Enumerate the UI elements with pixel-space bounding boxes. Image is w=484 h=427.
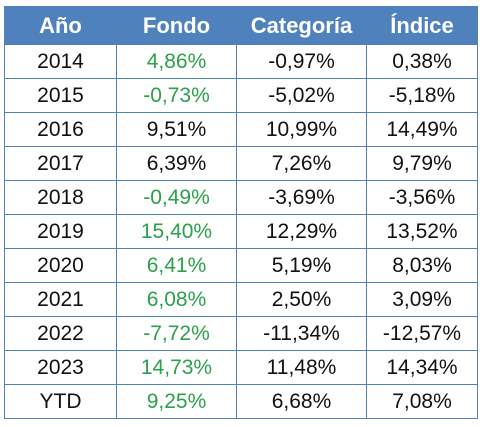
cell-year: 2020 (4, 248, 117, 283)
header-row: Año Fondo Categoría Índice (4, 6, 478, 45)
cell-indice: 14,49% (366, 112, 478, 147)
table-row: 2019 15,40% 12,29% 13,52% (4, 214, 478, 249)
table-row: 2016 9,51% 10,99% 14,49% (4, 112, 478, 147)
table-row: 2017 6,39% 7,26% 9,79% (4, 146, 478, 181)
cell-categoria: 5,19% (236, 248, 367, 283)
cell-year: 2014 (4, 44, 117, 79)
cell-categoria: 7,26% (236, 146, 367, 181)
table-row: 2023 14,73% 11,48% 14,34% (4, 350, 478, 385)
cell-categoria: -5,02% (236, 78, 367, 113)
cell-categoria: 12,29% (236, 214, 367, 249)
table-body: 2014 4,86% -0,97% 0,38% 2015 -0,73% -5,0… (4, 44, 478, 419)
cell-categoria: -0,97% (236, 44, 367, 79)
cell-fondo: 15,40% (116, 214, 237, 249)
cell-year: 2022 (4, 316, 117, 351)
cell-indice: 3,09% (366, 282, 478, 317)
cell-fondo: -0,73% (116, 78, 237, 113)
cell-categoria: 6,68% (236, 384, 367, 419)
cell-fondo: 14,73% (116, 350, 237, 385)
cell-fondo: 9,25% (116, 384, 237, 419)
cell-year: 2018 (4, 180, 117, 215)
cell-year: 2015 (4, 78, 117, 113)
header-categoria: Categoría (236, 6, 367, 45)
cell-year: 2021 (4, 282, 117, 317)
table-row: 2020 6,41% 5,19% 8,03% (4, 248, 478, 283)
cell-indice: -3,56% (366, 180, 478, 215)
header-fondo: Fondo (116, 6, 237, 45)
cell-indice: 14,34% (366, 350, 478, 385)
cell-fondo: 9,51% (116, 112, 237, 147)
cell-indice: 9,79% (366, 146, 478, 181)
header-indice: Índice (366, 6, 478, 45)
cell-categoria: 11,48% (236, 350, 367, 385)
cell-indice: 13,52% (366, 214, 478, 249)
cell-fondo: 6,39% (116, 146, 237, 181)
cell-categoria: -3,69% (236, 180, 367, 215)
cell-indice: -5,18% (366, 78, 478, 113)
cell-year: YTD (4, 384, 117, 419)
table-row: 2015 -0,73% -5,02% -5,18% (4, 78, 478, 113)
cell-year: 2016 (4, 112, 117, 147)
cell-indice: 0,38% (366, 44, 478, 79)
cell-fondo: 4,86% (116, 44, 237, 79)
cell-fondo: -0,49% (116, 180, 237, 215)
cell-indice: 8,03% (366, 248, 478, 283)
cell-indice: -12,57% (366, 316, 478, 351)
table-header: Año Fondo Categoría Índice (4, 6, 478, 45)
cell-fondo: 6,41% (116, 248, 237, 283)
table-row: 2022 -7,72% -11,34% -12,57% (4, 316, 478, 351)
table-row: 2014 4,86% -0,97% 0,38% (4, 44, 478, 79)
returns-table-container: Año Fondo Categoría Índice 2014 4,86% -0… (4, 6, 478, 419)
cell-categoria: 10,99% (236, 112, 367, 147)
table-row: 2021 6,08% 2,50% 3,09% (4, 282, 478, 317)
cell-year: 2023 (4, 350, 117, 385)
cell-indice: 7,08% (366, 384, 478, 419)
cell-categoria: 2,50% (236, 282, 367, 317)
header-year: Año (4, 6, 117, 45)
table-row: 2018 -0,49% -3,69% -3,56% (4, 180, 478, 215)
cell-categoria: -11,34% (236, 316, 367, 351)
cell-year: 2019 (4, 214, 117, 249)
cell-fondo: -7,72% (116, 316, 237, 351)
table-row: YTD 9,25% 6,68% 7,08% (4, 384, 478, 419)
cell-fondo: 6,08% (116, 282, 237, 317)
cell-year: 2017 (4, 146, 117, 181)
returns-table: Año Fondo Categoría Índice 2014 4,86% -0… (4, 6, 478, 419)
